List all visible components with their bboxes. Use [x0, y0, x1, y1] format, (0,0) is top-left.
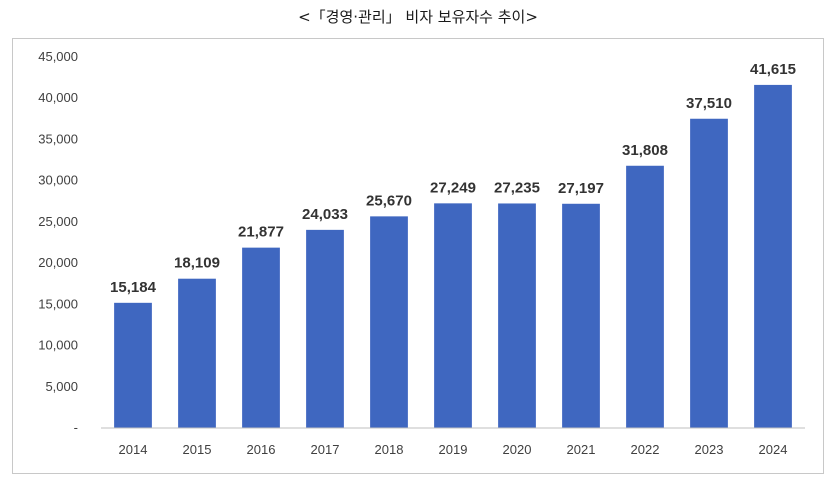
data-label-2024: 41,615 [750, 61, 796, 78]
data-label-2023: 37,510 [686, 95, 732, 112]
data-label-2017: 24,033 [302, 206, 348, 223]
x-tick-label: 2022 [631, 442, 660, 457]
y-tick-label: 10,000 [38, 338, 78, 353]
bar-2019 [434, 203, 472, 428]
data-label-2016: 21,877 [238, 224, 284, 241]
bar-2020 [498, 203, 536, 428]
y-tick-label: 25,000 [38, 214, 78, 229]
y-tick-label: 40,000 [38, 90, 78, 105]
data-label-2019: 27,249 [430, 179, 476, 196]
bar-2022 [626, 165, 664, 428]
data-label-2021: 27,197 [558, 180, 604, 197]
y-tick-label: - [74, 420, 78, 435]
y-tick-label: 5,000 [45, 379, 78, 394]
y-axis: - 5,000 10,000 15,000 20,000 25,000 30,000 35,0… [38, 49, 78, 435]
y-tick-label: 45,000 [38, 49, 78, 64]
data-label-2018: 25,670 [366, 192, 412, 209]
x-tick-label: 2020 [503, 442, 532, 457]
x-tick-label: 2014 [119, 442, 148, 457]
data-label-2015: 18,109 [174, 255, 220, 272]
x-axis: 2014 2015 2016 2017 2018 2019 2020 2021 2022 2023… [101, 427, 805, 457]
chart-frame [12, 38, 824, 474]
bar-2014 [114, 302, 152, 428]
bar-2021 [562, 203, 600, 428]
y-tick-label: 30,000 [38, 173, 78, 188]
bar-series: 15,184 18,109 21,877 24,033 25,670 27,249 27,2… [110, 61, 796, 429]
data-label-2014: 15,184 [110, 279, 157, 296]
x-tick-label: 2023 [695, 442, 724, 457]
bar-2018 [370, 216, 408, 428]
x-tick-label: 2019 [439, 442, 468, 457]
x-tick-label: 2015 [183, 442, 212, 457]
data-label-2022: 31,808 [622, 142, 668, 159]
y-tick-label: 20,000 [38, 255, 78, 270]
bar-2024 [754, 84, 792, 429]
bar-2016 [242, 247, 280, 428]
x-tick-label: 2021 [567, 442, 596, 457]
x-tick-label: 2016 [247, 442, 276, 457]
chart-title: <「경영·관리」 비자 보유자수 추이> [298, 8, 538, 26]
x-tick-label: 2018 [375, 442, 404, 457]
data-label-2020: 27,235 [494, 179, 540, 196]
bar-2017 [306, 229, 344, 428]
bar-2023 [690, 118, 728, 428]
x-tick-label: 2017 [311, 442, 340, 457]
y-tick-label: 15,000 [38, 296, 78, 311]
x-tick-label: 2024 [759, 442, 788, 457]
y-tick-label: 35,000 [38, 131, 78, 146]
bar-2015 [178, 278, 216, 428]
